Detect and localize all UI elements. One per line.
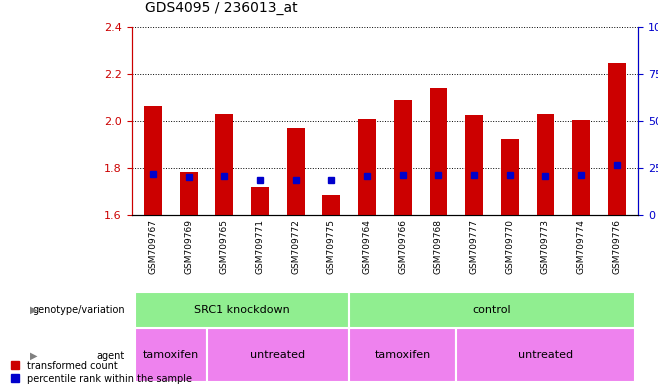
- Text: agent: agent: [97, 351, 125, 361]
- Bar: [572, 120, 590, 215]
- Bar: [287, 128, 305, 215]
- Text: ▶: ▶: [30, 351, 37, 361]
- Text: genotype/variation: genotype/variation: [32, 305, 125, 315]
- Bar: [501, 139, 519, 215]
- Text: tamoxifen: tamoxifen: [143, 350, 199, 360]
- Bar: [349, 292, 635, 328]
- Text: untreated: untreated: [250, 350, 305, 360]
- Text: GSM709775: GSM709775: [327, 219, 336, 274]
- Text: GSM709772: GSM709772: [291, 219, 300, 274]
- Bar: [322, 195, 340, 215]
- Text: GSM709764: GSM709764: [363, 219, 372, 274]
- Bar: [251, 187, 269, 215]
- Bar: [456, 328, 635, 382]
- Text: GSM709777: GSM709777: [470, 219, 478, 274]
- Bar: [358, 119, 376, 215]
- Text: control: control: [472, 305, 511, 315]
- Bar: [465, 115, 483, 215]
- Bar: [144, 106, 162, 215]
- Bar: [536, 114, 555, 215]
- Bar: [349, 328, 456, 382]
- Bar: [215, 114, 234, 215]
- Legend: transformed count, percentile rank within the sample: transformed count, percentile rank withi…: [11, 361, 192, 384]
- Bar: [135, 292, 349, 328]
- Bar: [180, 172, 197, 215]
- Text: GSM709767: GSM709767: [149, 219, 157, 274]
- Text: ▶: ▶: [30, 305, 37, 315]
- Text: GSM709769: GSM709769: [184, 219, 193, 274]
- Text: tamoxifen: tamoxifen: [374, 350, 431, 360]
- Text: GSM709765: GSM709765: [220, 219, 229, 274]
- Text: untreated: untreated: [518, 350, 573, 360]
- Text: GDS4095 / 236013_at: GDS4095 / 236013_at: [145, 2, 297, 15]
- Text: GSM709768: GSM709768: [434, 219, 443, 274]
- Text: SRC1 knockdown: SRC1 knockdown: [194, 305, 290, 315]
- Bar: [608, 63, 626, 215]
- Bar: [394, 100, 412, 215]
- Text: GSM709773: GSM709773: [541, 219, 550, 274]
- Bar: [135, 328, 207, 382]
- Text: GSM709770: GSM709770: [505, 219, 515, 274]
- Text: GSM709774: GSM709774: [576, 219, 586, 274]
- Text: GSM709766: GSM709766: [398, 219, 407, 274]
- Bar: [430, 88, 447, 215]
- Text: GSM709771: GSM709771: [255, 219, 265, 274]
- Text: GSM709776: GSM709776: [613, 219, 621, 274]
- Bar: [207, 328, 349, 382]
